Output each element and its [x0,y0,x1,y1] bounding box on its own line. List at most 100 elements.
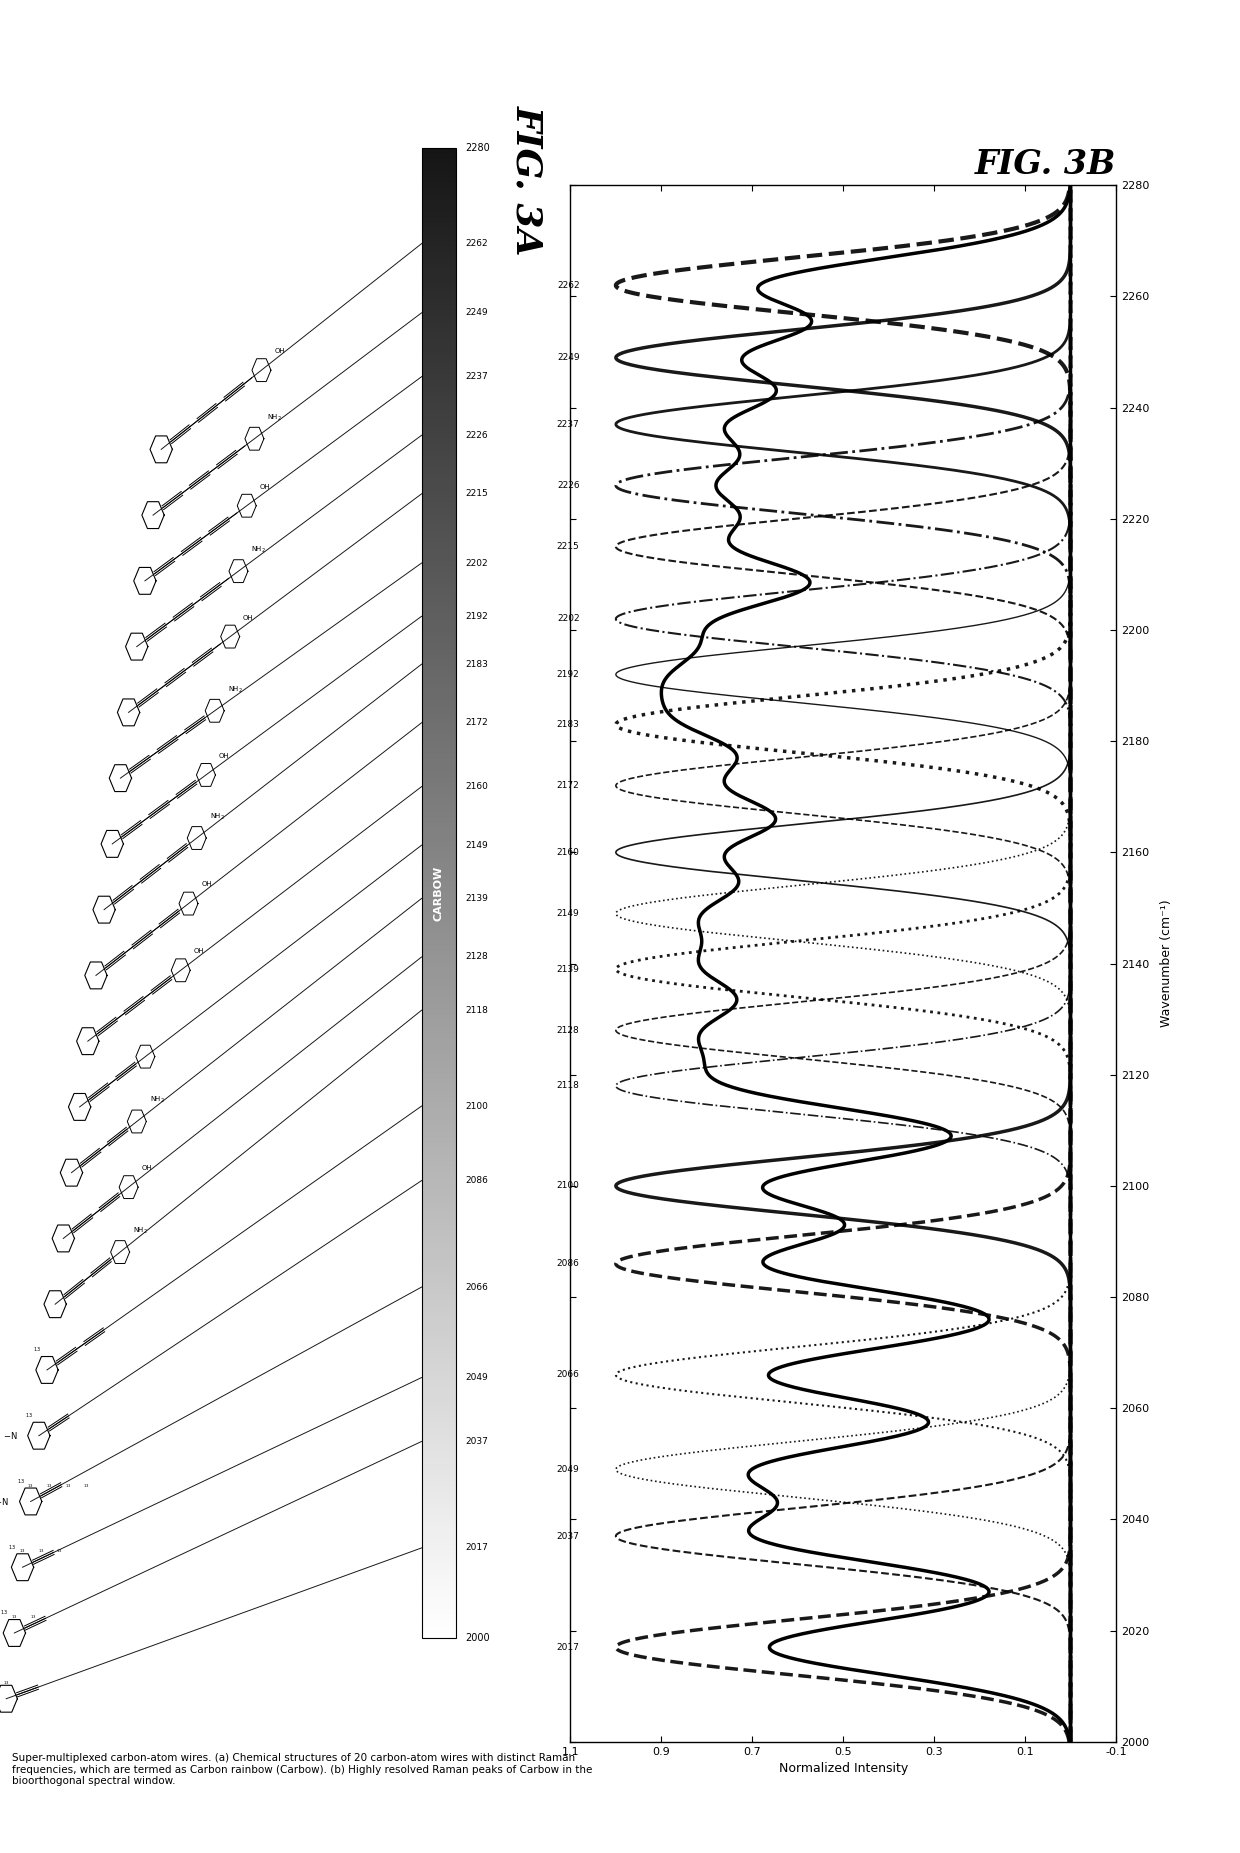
Bar [422,550,455,556]
Bar [422,1581,455,1586]
Bar [422,613,455,619]
Bar [422,1440,455,1447]
Bar [422,678,455,684]
Text: 2100: 2100 [557,1182,579,1190]
Bar [422,817,455,823]
Bar [422,1230,455,1236]
Bar [422,1021,455,1027]
Bar [422,910,455,917]
Bar [422,421,455,428]
Bar [422,969,455,975]
Bar [422,841,455,847]
Bar [422,1575,455,1581]
Bar [422,741,455,747]
Text: 2037: 2037 [557,1532,579,1540]
Text: 2149: 2149 [557,910,579,917]
Text: 2000: 2000 [465,1634,490,1644]
Bar [422,252,455,258]
Text: CARBOW: CARBOW [434,865,444,921]
Bar [422,730,455,736]
Bar [422,1143,455,1149]
Bar [422,491,455,497]
Bar [422,271,455,276]
Text: 2237: 2237 [465,372,487,382]
Text: NH$_2$: NH$_2$ [252,545,267,556]
Bar [422,882,455,888]
Bar [422,863,455,869]
Bar [422,1317,455,1325]
Bar [422,1399,455,1406]
Bar [422,782,455,788]
Bar [422,1306,455,1312]
Text: 2100: 2100 [465,1101,487,1110]
Bar [422,1557,455,1562]
Bar [422,1627,455,1632]
Bar [422,159,455,165]
Bar [422,543,455,550]
Text: 2049: 2049 [465,1373,487,1382]
Bar [422,795,455,800]
Bar [422,1540,455,1545]
Bar [422,975,455,980]
Bar [422,1091,455,1097]
Bar [422,380,455,387]
Bar [422,1562,455,1568]
Bar [422,1330,455,1336]
Bar [422,246,455,252]
Bar [422,480,455,485]
Bar [422,725,455,730]
Bar [422,154,455,159]
Bar [422,532,455,537]
Bar [422,695,455,700]
Bar [422,363,455,369]
Bar [422,1447,455,1453]
Bar [422,1568,455,1575]
Bar [422,776,455,782]
Bar [422,602,455,608]
Bar [422,404,455,410]
Bar [422,1260,455,1266]
Text: 2249: 2249 [465,308,487,317]
Bar [422,1336,455,1342]
Bar [422,1179,455,1184]
Bar [422,719,455,725]
Bar [422,684,455,689]
Bar [422,1505,455,1510]
Text: NH$_2$: NH$_2$ [133,1225,148,1236]
Bar [422,904,455,910]
Bar [422,387,455,393]
Bar [422,1608,455,1616]
Bar [422,176,455,183]
Bar [422,917,455,923]
Bar [422,450,455,456]
Bar [422,1073,455,1080]
Bar [422,1534,455,1540]
Bar [422,1312,455,1317]
Text: OH: OH [193,949,205,954]
Bar [422,526,455,532]
Bar [422,1382,455,1388]
Bar [422,1393,455,1399]
Bar [422,812,455,817]
Bar [422,1108,455,1114]
Bar [422,573,455,578]
Bar [422,352,455,358]
Bar [422,1225,455,1230]
Bar [422,206,455,211]
Bar [422,1616,455,1621]
Text: 2183: 2183 [465,660,487,669]
Bar [422,828,455,836]
Text: 2066: 2066 [557,1371,579,1379]
Bar [422,893,455,899]
Bar [422,241,455,246]
Text: 2128: 2128 [557,1027,579,1034]
Bar [422,298,455,306]
Text: $^{13}$: $^{13}$ [37,1549,45,1555]
Bar [422,1208,455,1214]
Bar [422,334,455,339]
Bar [422,521,455,526]
Bar [422,700,455,706]
Bar [422,1551,455,1557]
Text: 2049: 2049 [557,1466,579,1473]
Bar [422,1347,455,1353]
